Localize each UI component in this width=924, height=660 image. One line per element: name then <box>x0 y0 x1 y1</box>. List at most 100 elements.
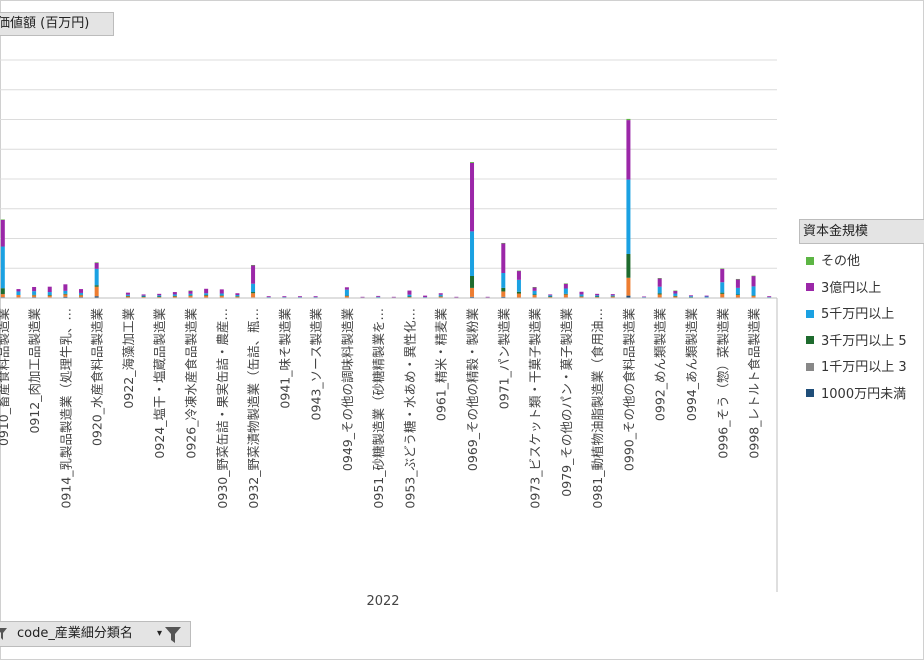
bar-segment-2-1[interactable] <box>32 295 37 298</box>
bar-segment-24-3[interactable] <box>376 296 381 298</box>
bar-segment-44-3[interactable] <box>688 296 693 298</box>
value-field-button[interactable]: 価値額 (百万円) <box>0 12 114 36</box>
bar-segment-2-4[interactable] <box>32 286 37 292</box>
bar-segment-31-4[interactable] <box>485 296 490 298</box>
bar-segment-13-4[interactable] <box>204 288 209 294</box>
bar-segment-6-0[interactable] <box>94 296 99 298</box>
bar-segment-26-4[interactable] <box>407 290 412 295</box>
bar-segment-37-2[interactable] <box>579 296 584 297</box>
bar-segment-36-4[interactable] <box>563 283 568 289</box>
bar-segment-1-4[interactable] <box>16 289 21 292</box>
bar-segment-39-2[interactable] <box>610 296 615 297</box>
bar-segment-9-3[interactable] <box>141 295 146 297</box>
bar-segment-47-3[interactable] <box>735 287 740 295</box>
legend-title[interactable]: 資本金規模 <box>799 219 924 244</box>
bar-segment-2-2[interactable] <box>32 294 37 296</box>
bar-segment-6-1[interactable] <box>94 286 99 297</box>
bar-segment-28-3[interactable] <box>438 294 443 297</box>
bar-segment-12-5[interactable] <box>188 290 193 292</box>
bar-segment-12-1[interactable] <box>188 295 193 298</box>
bar-segment-1-3[interactable] <box>16 291 21 296</box>
bar-segment-43-3[interactable] <box>673 293 678 296</box>
bar-segment-48-2[interactable] <box>751 295 756 296</box>
bar-segment-28-1[interactable] <box>438 296 443 298</box>
bar-segment-4-3[interactable] <box>63 290 68 294</box>
bar-segment-36-2[interactable] <box>563 293 568 295</box>
bar-segment-38-2[interactable] <box>595 296 600 298</box>
bar-segment-14-1[interactable] <box>219 295 224 298</box>
bar-segment-16-4[interactable] <box>251 265 256 284</box>
legend-item[interactable]: 3千万円以上 5 <box>806 332 907 352</box>
bar-segment-6-3[interactable] <box>94 268 99 286</box>
bar-segment-11-1[interactable] <box>172 296 177 298</box>
legend-item[interactable]: 1000万円未満 <box>806 385 906 405</box>
bar-segment-0-3[interactable] <box>0 246 5 289</box>
bar-segment-12-4[interactable] <box>188 290 193 294</box>
bar-segment-26-2[interactable] <box>407 296 412 298</box>
bar-segment-12-3[interactable] <box>188 293 193 296</box>
bar-segment-40-0[interactable] <box>626 295 631 298</box>
bar-segment-36-5[interactable] <box>563 283 568 284</box>
bar-segment-41-3[interactable] <box>642 297 647 298</box>
bar-segment-28-4[interactable] <box>438 293 443 295</box>
bar-segment-36-3[interactable] <box>563 288 568 294</box>
bar-segment-32-3[interactable] <box>501 273 506 288</box>
bar-segment-32-4[interactable] <box>501 243 506 274</box>
bar-segment-48-4[interactable] <box>751 275 756 287</box>
bar-segment-46-1[interactable] <box>720 293 725 298</box>
bar-segment-49-3[interactable] <box>767 297 772 298</box>
bar-segment-16-2[interactable] <box>251 292 256 294</box>
bar-segment-49-4[interactable] <box>767 296 772 298</box>
bar-segment-3-4[interactable] <box>47 286 52 293</box>
bar-segment-30-0[interactable] <box>470 296 475 298</box>
bar-segment-14-4[interactable] <box>219 289 224 294</box>
bar-segment-6-5[interactable] <box>94 262 99 263</box>
bar-segment-37-3[interactable] <box>579 294 584 297</box>
bar-segment-22-2[interactable] <box>344 295 349 297</box>
bar-segment-26-3[interactable] <box>407 294 412 297</box>
bar-segment-42-2[interactable] <box>657 293 662 295</box>
bar-segment-44-4[interactable] <box>688 295 693 297</box>
bar-segment-10-2[interactable] <box>157 296 162 298</box>
bar-segment-30-2[interactable] <box>470 275 475 288</box>
bar-segment-42-5[interactable] <box>657 278 662 279</box>
bar-segment-36-1[interactable] <box>563 294 568 298</box>
bar-segment-27-3[interactable] <box>423 297 428 298</box>
bar-segment-39-4[interactable] <box>610 294 615 296</box>
bar-segment-5-1[interactable] <box>79 295 84 298</box>
bar-segment-15-4[interactable] <box>235 293 240 296</box>
bar-segment-8-4[interactable] <box>125 292 130 295</box>
bar-segment-38-1[interactable] <box>595 296 600 298</box>
bar-segment-33-3[interactable] <box>516 279 521 292</box>
bar-segment-4-0[interactable] <box>63 296 68 298</box>
bar-segment-32-1[interactable] <box>501 291 506 297</box>
bar-segment-4-4[interactable] <box>63 284 68 291</box>
bar-segment-22-3[interactable] <box>344 289 349 296</box>
bar-segment-25-4[interactable] <box>391 296 396 298</box>
bar-segment-11-3[interactable] <box>172 294 177 296</box>
legend-item[interactable]: 1千万円以上 3 <box>806 358 907 378</box>
bar-segment-28-2[interactable] <box>438 296 443 297</box>
bar-segment-12-2[interactable] <box>188 295 193 296</box>
bar-segment-46-4[interactable] <box>720 268 725 283</box>
bar-segment-39-1[interactable] <box>610 296 615 298</box>
bar-segment-17-3[interactable] <box>266 297 271 298</box>
bar-segment-35-4[interactable] <box>548 294 553 296</box>
category-filter-button[interactable]: code_産業細分類名 ▾ <box>0 621 191 647</box>
bar-segment-18-3[interactable] <box>282 297 287 298</box>
bar-segment-47-5[interactable] <box>735 278 740 280</box>
bar-segment-43-5[interactable] <box>673 290 678 292</box>
bar-segment-9-4[interactable] <box>141 294 146 296</box>
bar-segment-13-2[interactable] <box>204 295 209 296</box>
bar-segment-34-2[interactable] <box>532 294 537 296</box>
bar-segment-45-3[interactable] <box>704 296 709 298</box>
bar-segment-34-4[interactable] <box>532 287 537 291</box>
bar-segment-32-5[interactable] <box>501 242 506 244</box>
bar-segment-32-2[interactable] <box>501 287 506 292</box>
bar-segment-33-1[interactable] <box>516 293 521 298</box>
bar-segment-2-3[interactable] <box>32 291 37 295</box>
bar-segment-22-4[interactable] <box>344 287 349 290</box>
bar-segment-0-2[interactable] <box>0 288 5 295</box>
bar-segment-29-4[interactable] <box>454 296 459 298</box>
bar-segment-9-1[interactable] <box>141 296 146 298</box>
